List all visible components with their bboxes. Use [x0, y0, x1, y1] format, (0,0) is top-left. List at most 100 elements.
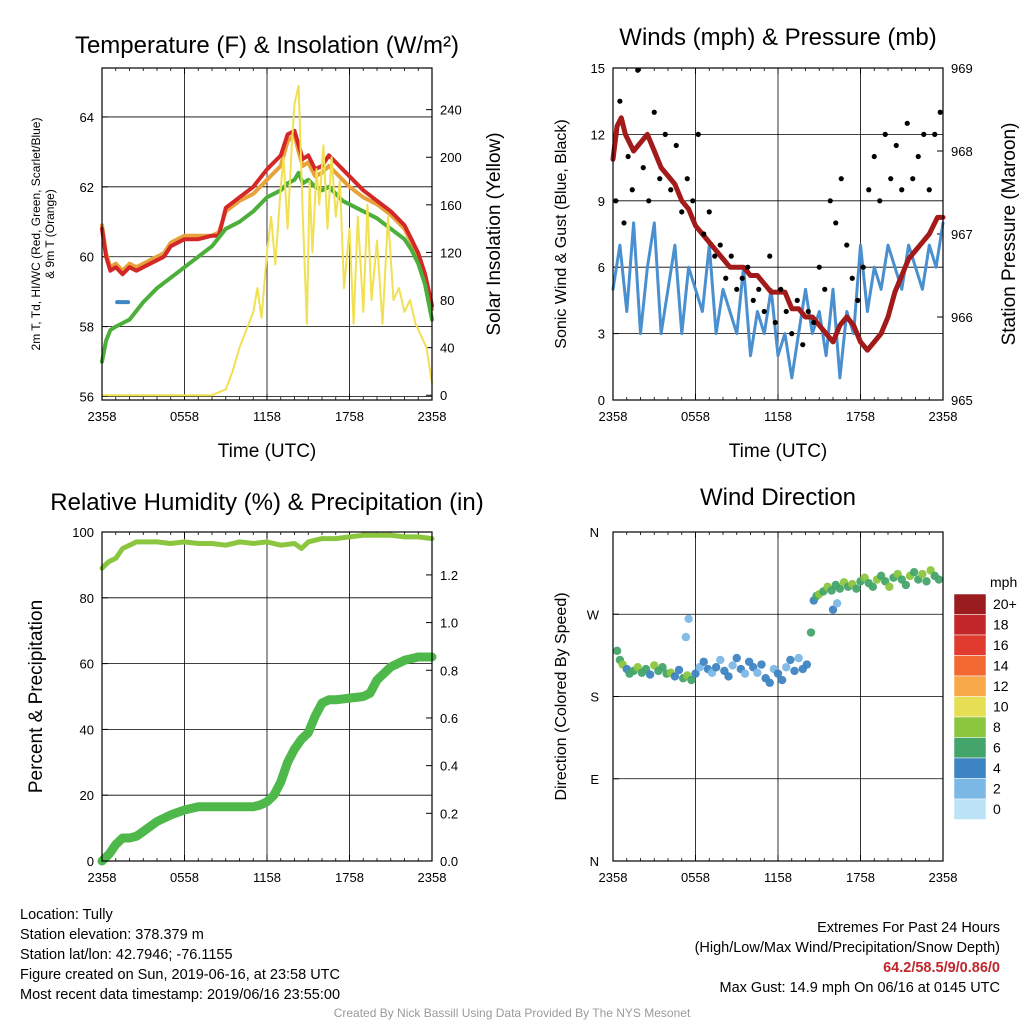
gust-point: [761, 308, 767, 315]
gust-point: [921, 131, 927, 137]
legend-swatch: [953, 655, 987, 677]
y-tick-label: N: [590, 525, 599, 540]
gust-point: [668, 187, 674, 193]
y-tick-label: 0: [87, 854, 94, 869]
chart-title: Winds (mph) & Pressure (mb): [619, 24, 936, 51]
chart-title: Wind Direction: [700, 484, 856, 511]
gust-point: [910, 176, 916, 182]
gust-point: [915, 153, 921, 160]
gust-point: [855, 297, 861, 303]
direction-point: [835, 584, 845, 593]
station-latlon: Station lat/lon: 42.7946; -76.1155: [20, 947, 233, 963]
x-tick-label: 2358: [88, 870, 117, 885]
direction-point: [806, 628, 816, 637]
gust-point: [811, 319, 817, 326]
gust-point: [662, 131, 668, 137]
legend-label: 20+: [993, 596, 1017, 612]
x-tick-label: 2358: [418, 870, 447, 885]
series-line: [100, 132, 434, 312]
series-line: [100, 170, 434, 364]
legend-title: mph: [990, 574, 1017, 590]
direction-point: [832, 599, 842, 608]
gust-point: [871, 153, 877, 160]
x-tick-label: 1758: [335, 870, 364, 885]
legend-swatch: [953, 737, 987, 759]
y2-tick-label: 966: [951, 310, 973, 325]
figure-canvas: Temperature (F) & Insolation (W/m²) Time …: [26, 24, 1020, 885]
gust-point: [805, 308, 811, 315]
x-tick-label: 1758: [335, 409, 364, 424]
chart-title: Relative Humidity (%) & Precipitation (i…: [50, 489, 483, 516]
station-info: Location: Tully Station elevation: 378.3…: [20, 905, 340, 1005]
chart-title: Temperature (F) & Insolation (W/m²): [75, 32, 459, 59]
gust-point: [728, 253, 734, 259]
direction-point: [658, 663, 667, 672]
recent-timestamp: Most recent data timestamp: 2019/06/16 2…: [20, 987, 341, 1003]
direction-point: [699, 657, 708, 666]
gust-point: [893, 142, 899, 149]
y-axis-label: Sonic Wind & Gust (Blue, Black): [553, 119, 570, 348]
gust-point: [937, 109, 943, 115]
gust-point: [849, 275, 855, 281]
y-axis-label: 2m T, Td, HI/WC (Red, Green, Scarlet/Blu…: [29, 118, 43, 351]
y-tick-label: 20: [80, 788, 94, 803]
x-tick-label: 1158: [253, 870, 281, 885]
y-axis-label-line2: & 9m T (Orange): [43, 189, 57, 279]
x-tick-label: 2358: [929, 870, 958, 885]
x-tick-label: 1158: [764, 870, 792, 885]
y2-tick-label: 967: [951, 227, 973, 242]
y-tick-label: 60: [80, 250, 94, 265]
legend-label: 4: [993, 760, 1001, 776]
chart-temperature: Temperature (F) & Insolation (W/m²) Time …: [29, 32, 505, 462]
gust-point: [750, 297, 756, 303]
gust-point: [684, 176, 690, 182]
y-tick-label: 3: [598, 327, 605, 342]
direction-point: [728, 661, 737, 670]
direction-point: [786, 655, 795, 665]
gust-point: [767, 253, 773, 259]
y-tick-label: 100: [72, 525, 94, 540]
y-tick-label: E: [590, 772, 599, 787]
series-line: [611, 221, 945, 380]
direction-point: [757, 660, 766, 669]
direction-point: [777, 675, 787, 685]
y2-tick-label: 0.6: [440, 711, 458, 726]
series-line: [101, 84, 433, 397]
direction-point: [909, 568, 919, 577]
gust-point: [739, 275, 745, 281]
gust-point: [822, 286, 828, 292]
gust-point: [646, 198, 652, 204]
speed-legend: mph 20+ 18 16 14 12 10 8 6 4 2 0: [953, 574, 1017, 820]
extremes-title: Extremes For Past 24 Hours: [817, 920, 1000, 936]
gust-point: [651, 109, 657, 115]
x-tick-label: 0558: [170, 870, 199, 885]
gust-point: [860, 264, 866, 270]
y2-tick-label: 0.8: [440, 663, 458, 678]
y2-tick-label: 40: [440, 341, 454, 356]
direction-point: [922, 577, 931, 586]
extremes-subtitle: (High/Low/Max Wind/Precipitation/Snow De…: [694, 940, 1000, 956]
legend-label: 6: [993, 740, 1001, 756]
gust-point: [783, 308, 789, 315]
figure-created: Figure created on Sun, 2019-06-16, at 23…: [20, 967, 340, 983]
y2-tick-label: 1.0: [440, 616, 458, 631]
y2-tick-label: 80: [440, 293, 454, 308]
gust-point: [778, 286, 784, 292]
credit-line: Created By Nick Bassill Using Data Provi…: [333, 1006, 691, 1020]
gust-point: [844, 242, 850, 248]
gust-point: [706, 209, 712, 215]
gust-point: [899, 187, 905, 193]
gust-point: [635, 67, 641, 73]
x-tick-label: 2358: [418, 409, 447, 424]
gust-point: [745, 264, 751, 270]
legend-label: 16: [993, 637, 1009, 653]
gust-point: [640, 165, 646, 171]
legend-label: 10: [993, 699, 1009, 715]
gust-point: [701, 231, 707, 237]
y2-tick-label: 120: [440, 245, 462, 260]
y2-tick-label: 968: [951, 144, 973, 159]
legend-swatch: [953, 778, 987, 800]
plot-frame: [612, 531, 944, 862]
gust-point: [926, 187, 932, 193]
x-tick-label: 1758: [846, 870, 875, 885]
